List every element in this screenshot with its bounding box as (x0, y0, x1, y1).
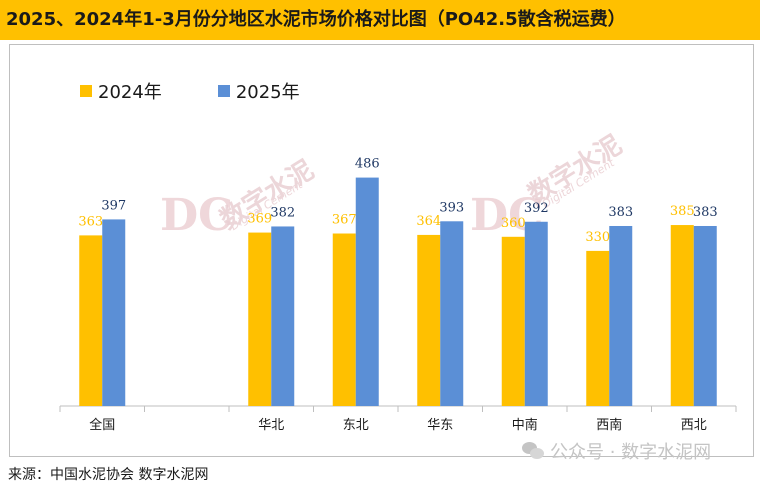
legend-swatch-2024 (80, 85, 92, 97)
bar-2025 (440, 221, 464, 406)
data-label: 393 (439, 200, 464, 215)
legend-item-2025: 2025年 (217, 78, 300, 104)
bar-2024 (586, 250, 610, 406)
data-label: 363 (78, 214, 103, 229)
data-label: 392 (524, 201, 549, 216)
x-tick-label: 全国 (89, 417, 115, 433)
bar-2025 (524, 221, 548, 406)
legend-item-2024: 2024年 (80, 78, 162, 104)
x-tick-label: 中南 (512, 417, 538, 433)
x-tick-label: 华东 (427, 418, 453, 433)
watermark-logo: DC (160, 190, 234, 241)
source-note: 来源：中国水泥协会 数字水泥网 (8, 467, 209, 483)
wechat-badge: 公众号 · 数字水泥网 (522, 438, 711, 464)
wechat-icon (522, 442, 544, 460)
bar-2025 (693, 225, 717, 406)
chart-frame (9, 44, 754, 457)
bar-2024 (417, 234, 441, 406)
legend-label-2024: 2024年 (98, 82, 162, 103)
data-label: 367 (332, 213, 357, 228)
x-tick-label: 西北 (681, 418, 707, 433)
bar-2024 (501, 236, 525, 406)
bar-2025 (609, 225, 633, 406)
wechat-label: 公众号 · 数字水泥网 (550, 442, 712, 463)
legend-swatch-2025 (217, 85, 230, 97)
x-tick-label: 东北 (343, 418, 369, 433)
bar-2025 (271, 226, 295, 406)
legend-label-2025: 2025年 (235, 82, 300, 103)
bar-2025 (102, 219, 126, 406)
legend: 2024年 2025年 (80, 78, 300, 104)
data-label: 369 (247, 212, 272, 227)
bar-2024 (248, 232, 272, 406)
data-label: 385 (670, 204, 695, 219)
bar-2024 (332, 233, 356, 406)
x-tick-label: 西南 (596, 417, 622, 433)
data-label: 364 (416, 214, 441, 229)
bar-2024 (670, 225, 694, 406)
data-label: 360 (501, 216, 526, 231)
data-label: 397 (101, 198, 126, 213)
bar-2024 (79, 235, 103, 406)
x-tick-label: 华北 (258, 418, 284, 433)
chart-title: 2025、2024年1-3月份分地区水泥市场价格对比图（PO42.5散含税运费） (0, 0, 760, 40)
data-label: 383 (693, 205, 718, 220)
data-label: 486 (355, 157, 380, 172)
data-label: 383 (608, 205, 633, 220)
data-label: 330 (585, 230, 610, 245)
bar-2025 (355, 177, 379, 406)
data-label: 382 (270, 205, 295, 220)
